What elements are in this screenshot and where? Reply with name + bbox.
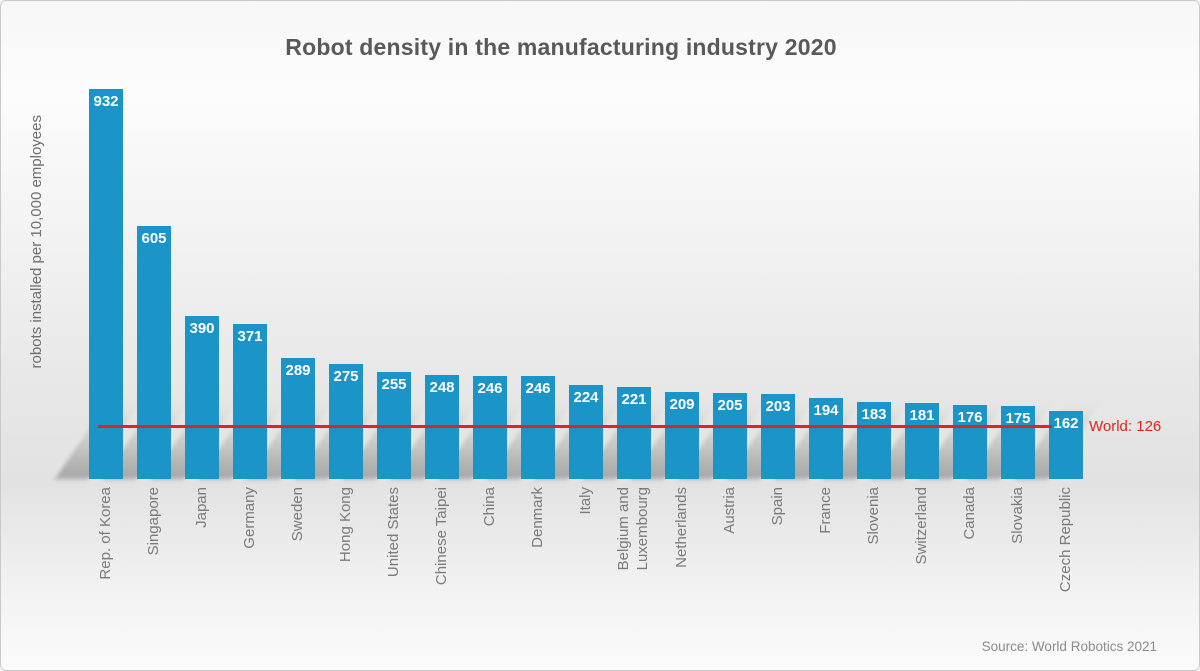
bar-category-label: Netherlands: [658, 487, 706, 647]
bar-category-text: Sweden: [288, 487, 306, 542]
bar: [233, 324, 267, 479]
bar: [137, 226, 171, 479]
bar: [713, 393, 747, 479]
bar: [569, 385, 603, 479]
bar-category-text: Japan: [192, 487, 210, 528]
bar: [1049, 411, 1083, 479]
bar-category-label: China: [466, 487, 514, 647]
bar-category-text: Canada: [960, 487, 978, 540]
bar-value-label: 289: [285, 362, 311, 379]
bar-category-label: Austria: [706, 487, 754, 647]
bar-category-label: Czech Republic: [1042, 487, 1090, 647]
bar: [89, 89, 123, 479]
bar-category-label: Sweden: [274, 487, 322, 647]
bar: [857, 402, 891, 479]
bar: [905, 403, 939, 479]
bar-value-label: 932: [93, 93, 119, 110]
bar-category-text: Singapore: [144, 487, 162, 556]
bar-category-label: France: [802, 487, 850, 647]
bar: [329, 364, 363, 479]
bar-value-label: 209: [669, 396, 695, 413]
bar-value-label: 205: [717, 397, 743, 414]
bar-category-text: Denmark: [528, 487, 546, 548]
bar: [185, 316, 219, 479]
bar-category-label: Japan: [178, 487, 226, 647]
bar-category-label: Italy: [562, 487, 610, 647]
bar-category-text: Czech Republic: [1056, 487, 1074, 593]
bar-value-label: 194: [813, 402, 839, 419]
bar-category-text: Slovenia: [864, 487, 882, 545]
bar: [761, 394, 795, 479]
bar: [617, 387, 651, 479]
bar-value-label: 203: [765, 398, 791, 415]
bar-value-label: 176: [957, 409, 983, 426]
y-axis-label-wrap: robots installed per 10,000 employees: [21, 89, 51, 394]
bar-category-label: Spain: [754, 487, 802, 647]
bar-value-label: 371: [237, 328, 263, 345]
bar: [1001, 406, 1035, 479]
bar-category-text: Rep. of Korea: [96, 487, 114, 580]
bar-category-text: Switzerland: [912, 487, 930, 565]
bar-category-label: Rep. of Korea: [82, 487, 130, 647]
bar-category-text: United States: [384, 487, 402, 578]
bar-value-label: 181: [909, 407, 935, 424]
bar-category-label: Chinese Taipei: [418, 487, 466, 647]
bar: [809, 398, 843, 479]
bar: [665, 392, 699, 479]
bar-value-label: 224: [573, 389, 599, 406]
bar-category-label: Hong Kong: [322, 487, 370, 647]
world-reference-line: [98, 425, 1052, 428]
bar-category-text: China: [480, 487, 498, 527]
bar-category-label: Canada: [946, 487, 994, 647]
bar-value-label: 162: [1053, 415, 1079, 432]
bar-value-label: 255: [381, 376, 407, 393]
bar-category-label: Slovenia: [850, 487, 898, 647]
bar-value-label: 183: [861, 406, 887, 423]
bar-category-text: Italy: [576, 487, 594, 515]
bar-category-label: Singapore: [130, 487, 178, 647]
bar-category-text: Austria: [720, 487, 738, 534]
bar-value-label: 221: [621, 391, 647, 408]
bar: [953, 405, 987, 479]
bar-category-text: France: [816, 487, 834, 534]
bar-category-label: Slovakia: [994, 487, 1042, 647]
bar-value-label: 246: [477, 380, 503, 397]
bar-category-text: Hong Kong: [336, 487, 354, 563]
bar-category-text: Netherlands: [672, 487, 690, 568]
bar-category-text: Belgium and Luxembourg: [615, 487, 651, 571]
bar: [281, 358, 315, 479]
source-note: Source: World Robotics 2021: [981, 639, 1157, 654]
bar-category-text: Germany: [240, 487, 258, 549]
bar-category-label: Switzerland: [898, 487, 946, 647]
world-line-label: World: 126: [1089, 418, 1162, 435]
bar-category-text: Chinese Taipei: [432, 487, 450, 586]
bar-category-text: Slovakia: [1008, 487, 1026, 544]
chart-title: Robot density in the manufacturing indus…: [285, 34, 837, 60]
bar-category-label: Belgium and Luxembourg: [610, 487, 658, 647]
bar-value-label: 175: [1005, 410, 1031, 427]
bar-value-label: 275: [333, 368, 359, 385]
bar-category-label: Denmark: [514, 487, 562, 647]
bar-value-label: 246: [525, 380, 551, 397]
y-axis-label: robots installed per 10,000 employees: [27, 114, 45, 369]
bar-category-label: United States: [370, 487, 418, 647]
bar-category-label: Germany: [226, 487, 274, 647]
bar-value-label: 248: [429, 379, 455, 396]
bar-value-label: 605: [141, 230, 167, 247]
bar-value-label: 390: [189, 320, 215, 337]
bar-category-text: Spain: [768, 487, 786, 526]
